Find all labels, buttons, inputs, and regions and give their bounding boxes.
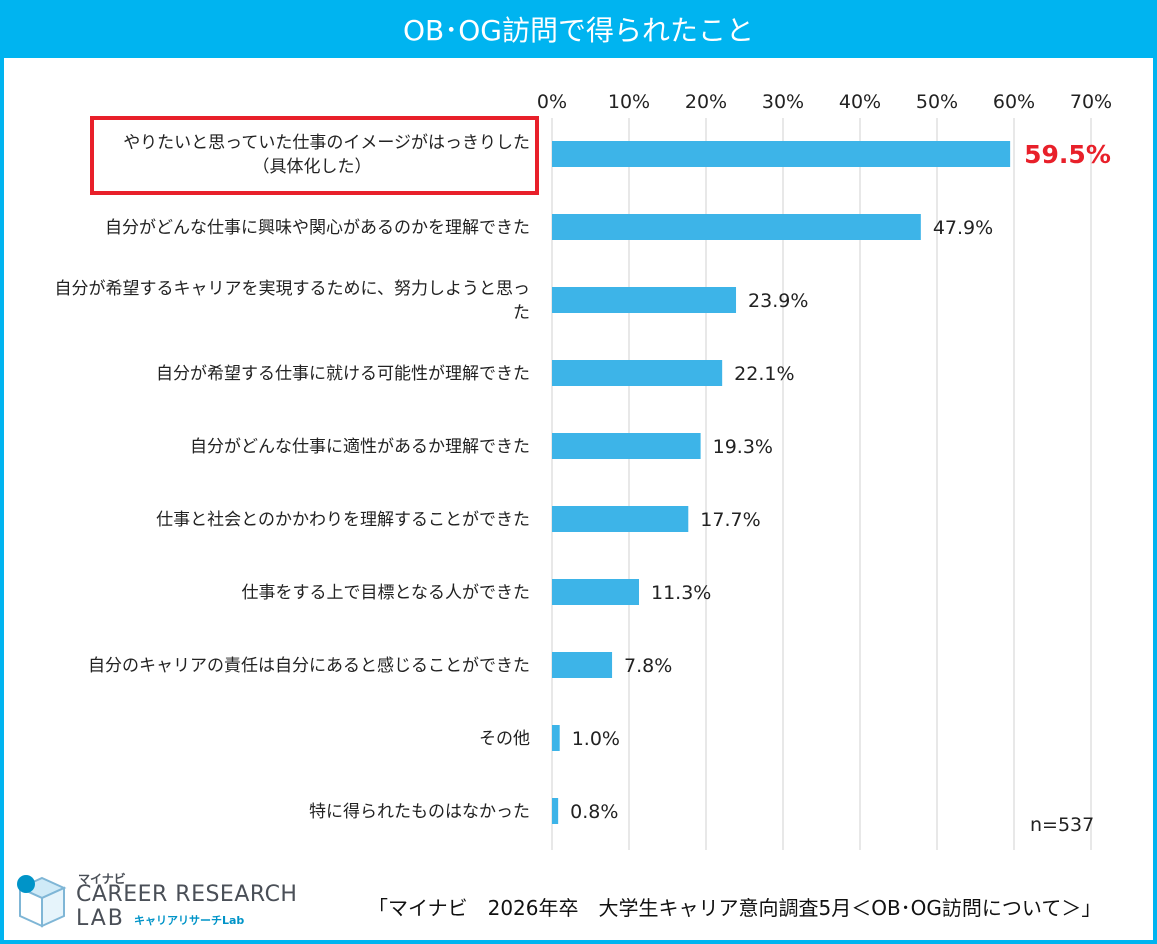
source-note: 「マイナビ 2026年卒 大学生キャリア意向調査5月＜OB･OG訪問について＞」 (368, 896, 1102, 920)
bar (552, 141, 1011, 167)
value-label: 7.8% (624, 655, 672, 677)
bar (552, 579, 640, 605)
x-tick-label: 40% (839, 91, 881, 113)
category-label: 特に得られたものはなかった (309, 802, 530, 822)
logo-line1: CAREER RESEARCH (76, 882, 298, 907)
logo-line2: LAB (76, 906, 125, 931)
value-label: 11.3% (651, 582, 711, 604)
category-label: 自分がどんな仕事に興味や関心があるのかを理解できた (105, 218, 530, 238)
category-label: その他 (479, 729, 530, 749)
bar (552, 360, 723, 386)
bar (552, 433, 701, 459)
bar (552, 214, 921, 240)
x-tick-label: 50% (916, 91, 958, 113)
bar (552, 798, 559, 824)
logo: マイナビ CAREER RESEARCH LAB キャリアリサーチLab (14, 868, 297, 938)
value-label: 1.0% (572, 728, 620, 750)
cube-logo-icon (17, 875, 67, 928)
category-label: 自分が希望するキャリアを実現するために、努力しようと思っ (55, 279, 531, 299)
x-tick-label: 10% (608, 91, 650, 113)
x-tick-label: 70% (1070, 91, 1112, 113)
value-label: 19.3% (713, 436, 773, 458)
bar (552, 725, 560, 751)
x-tick-label: 60% (993, 91, 1035, 113)
x-tick-label: 0% (537, 91, 567, 113)
category-label: 自分が希望する仕事に就ける可能性が理解できた (156, 364, 530, 384)
value-label: 47.9% (933, 217, 993, 239)
category-label: 仕事と社会とのかかわりを理解することができた (156, 510, 530, 530)
sample-size: n=537 (1030, 814, 1095, 836)
x-tick-label: 20% (685, 91, 727, 113)
category-label: 自分のキャリアの責任は自分にあると感じることができた (88, 656, 530, 676)
category-label: 仕事をする上で目標となる人ができた (242, 583, 531, 603)
logo-brand: マイナビ (78, 872, 126, 886)
value-label: 23.9% (748, 290, 808, 312)
chart-title: OB･OG訪問で得られたこと (0, 0, 1157, 58)
category-label: 自分がどんな仕事に適性があるか理解できた (190, 437, 530, 457)
highlight-box (90, 116, 539, 195)
value-label: 59.5% (1024, 140, 1111, 169)
x-tick-label: 30% (762, 91, 804, 113)
logo-sub: キャリアリサーチLab (134, 914, 245, 927)
category-label: た (513, 303, 530, 323)
category-label: （具体化した） (253, 157, 372, 177)
value-label: 22.1% (734, 363, 794, 385)
value-label: 17.7% (700, 509, 760, 531)
category-label: やりたいと思っていた仕事のイメージがはっきりした (123, 133, 530, 153)
bar (552, 652, 613, 678)
bar (552, 506, 689, 532)
value-label: 0.8% (570, 801, 618, 823)
bar (552, 287, 737, 313)
